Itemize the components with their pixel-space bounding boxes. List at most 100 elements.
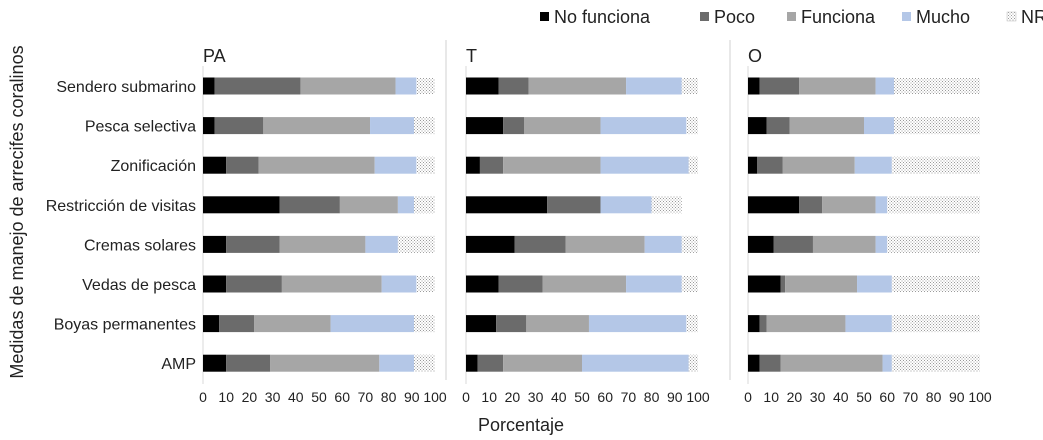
- bar-pa-sendero-submarino-poco: [214, 77, 301, 95]
- bar-t-cremas-solares-funciona: [565, 235, 645, 253]
- category-label-amp: AMP: [161, 356, 196, 373]
- panel-title-t: T: [466, 46, 477, 66]
- bar-t-cremas-solares-mucho: [644, 235, 682, 253]
- bar-pa-zonificacion-funciona: [258, 156, 375, 174]
- x-tick-label-t-90: 90: [667, 389, 683, 405]
- x-tick-label-pa-10: 10: [218, 389, 234, 405]
- bar-o-amp-no-funciona: [748, 354, 760, 372]
- bar-t-pesca-selectiva-mucho: [600, 117, 687, 135]
- x-tick-label-o-100: 100: [968, 389, 992, 405]
- bar-t-boyas-permanentes-mucho: [588, 315, 687, 333]
- bar-t-amp-nr: [688, 354, 698, 372]
- bar-o-sendero-submarino-nr: [894, 77, 980, 95]
- bar-t-zonificacion-mucho: [600, 156, 689, 174]
- x-tick-label-pa-40: 40: [288, 389, 304, 405]
- bar-t-boyas-permanentes-nr: [686, 315, 698, 333]
- bar-o-sendero-submarino-funciona: [799, 77, 876, 95]
- category-label-sendero-submarino: Sendero submarino: [56, 79, 196, 96]
- bar-t-amp-poco: [477, 354, 504, 372]
- bar-pa-cremas-solares-funciona: [279, 235, 366, 253]
- bar-pa-sendero-submarino-mucho: [395, 77, 417, 95]
- bar-pa-vedas-de-pesca-no-funciona: [203, 275, 227, 293]
- x-tick-label-t-40: 40: [551, 389, 567, 405]
- bar-pa-amp-nr: [414, 354, 435, 372]
- bar-t-sendero-submarino-funciona: [528, 77, 627, 95]
- bar-t-restriccion-de-visitas-no-funciona: [466, 196, 548, 214]
- bar-o-sendero-submarino-poco: [759, 77, 800, 95]
- bar-pa-cremas-solares-poco: [226, 235, 280, 253]
- bar-t-vedas-de-pesca-funciona: [542, 275, 627, 293]
- bar-o-zonificacion-funciona: [782, 156, 855, 174]
- bar-t-cremas-solares-poco: [514, 235, 566, 253]
- x-tick-label-t-10: 10: [481, 389, 497, 405]
- category-label-zonificacion: Zonificación: [111, 158, 196, 175]
- x-tick-label-t-100: 100: [686, 389, 710, 405]
- bar-t-pesca-selectiva-funciona: [524, 117, 601, 135]
- bar-t-cremas-solares-no-funciona: [466, 235, 515, 253]
- category-label-pesca-selectiva: Pesca selectiva: [85, 119, 196, 136]
- x-tick-label-o-60: 60: [879, 389, 895, 405]
- x-tick-label-o-80: 80: [926, 389, 942, 405]
- bar-o-restriccion-de-visitas-poco: [799, 196, 823, 214]
- bar-o-amp-poco: [759, 354, 781, 372]
- x-tick-label-pa-20: 20: [242, 389, 258, 405]
- bar-t-restriccion-de-visitas-poco: [547, 196, 601, 214]
- bar-o-sendero-submarino-no-funciona: [748, 77, 760, 95]
- bar-t-vedas-de-pesca-nr: [681, 275, 698, 293]
- bar-o-cremas-solares-no-funciona: [748, 235, 774, 253]
- bar-pa-vedas-de-pesca-poco: [226, 275, 282, 293]
- legend-label-no-funciona: No funciona: [554, 7, 651, 27]
- bar-pa-cremas-solares-mucho: [365, 235, 398, 253]
- bar-t-cremas-solares-nr: [681, 235, 698, 253]
- x-tick-label-o-0: 0: [744, 389, 752, 405]
- bar-pa-pesca-selectiva-poco: [214, 117, 264, 135]
- bar-pa-amp-no-funciona: [203, 354, 227, 372]
- legend-label-funciona: Funciona: [801, 7, 876, 27]
- x-tick-label-o-40: 40: [833, 389, 849, 405]
- x-tick-label-o-10: 10: [763, 389, 779, 405]
- bar-o-restriccion-de-visitas-mucho: [875, 196, 888, 214]
- legend-label-nr: NR: [1021, 7, 1043, 27]
- bar-t-amp-funciona: [503, 354, 582, 372]
- bar-t-sendero-submarino-no-funciona: [466, 77, 499, 95]
- bar-o-zonificacion-poco: [757, 156, 783, 174]
- bar-o-vedas-de-pesca-poco: [780, 275, 786, 293]
- bar-pa-boyas-permanentes-nr: [414, 315, 435, 333]
- bar-o-pesca-selectiva-poco: [766, 117, 790, 135]
- x-tick-label-pa-60: 60: [334, 389, 350, 405]
- bar-pa-restriccion-de-visitas-nr: [414, 196, 435, 214]
- x-tick-label-pa-70: 70: [358, 389, 374, 405]
- bar-o-vedas-de-pesca-mucho: [857, 275, 892, 293]
- bar-t-vedas-de-pesca-mucho: [626, 275, 682, 293]
- legend-swatch-nr: [1006, 11, 1017, 22]
- legend-swatch-funciona: [787, 12, 796, 21]
- x-tick-label-t-20: 20: [505, 389, 521, 405]
- bar-pa-amp-mucho: [379, 354, 415, 372]
- x-tick-label-t-50: 50: [574, 389, 590, 405]
- bar-pa-pesca-selectiva-mucho: [370, 117, 415, 135]
- bar-pa-amp-funciona: [270, 354, 380, 372]
- bar-pa-amp-poco: [226, 354, 271, 372]
- bar-t-vedas-de-pesca-poco: [498, 275, 543, 293]
- bar-t-boyas-permanentes-funciona: [526, 315, 589, 333]
- x-tick-label-t-70: 70: [621, 389, 637, 405]
- bar-t-amp-no-funciona: [466, 354, 478, 372]
- bar-pa-sendero-submarino-funciona: [300, 77, 396, 95]
- bar-t-restriccion-de-visitas-nr: [651, 196, 682, 214]
- bar-o-restriccion-de-visitas-no-funciona: [748, 196, 800, 214]
- bar-pa-vedas-de-pesca-nr: [416, 275, 435, 293]
- bar-t-zonificacion-nr: [688, 156, 698, 174]
- category-label-cremas-solares: Cremas solares: [84, 237, 196, 254]
- bar-o-boyas-permanentes-mucho: [845, 315, 892, 333]
- panel-title-o: O: [748, 46, 762, 66]
- bar-o-boyas-permanentes-poco: [759, 315, 767, 333]
- x-tick-label-o-70: 70: [903, 389, 919, 405]
- bar-pa-vedas-de-pesca-funciona: [281, 275, 382, 293]
- bar-o-boyas-permanentes-no-funciona: [748, 315, 760, 333]
- legend-label-poco: Poco: [714, 7, 755, 27]
- bar-t-amp-mucho: [582, 354, 689, 372]
- bar-pa-pesca-selectiva-funciona: [263, 117, 371, 135]
- bar-pa-cremas-solares-nr: [397, 235, 435, 253]
- bar-o-zonificacion-nr: [891, 156, 980, 174]
